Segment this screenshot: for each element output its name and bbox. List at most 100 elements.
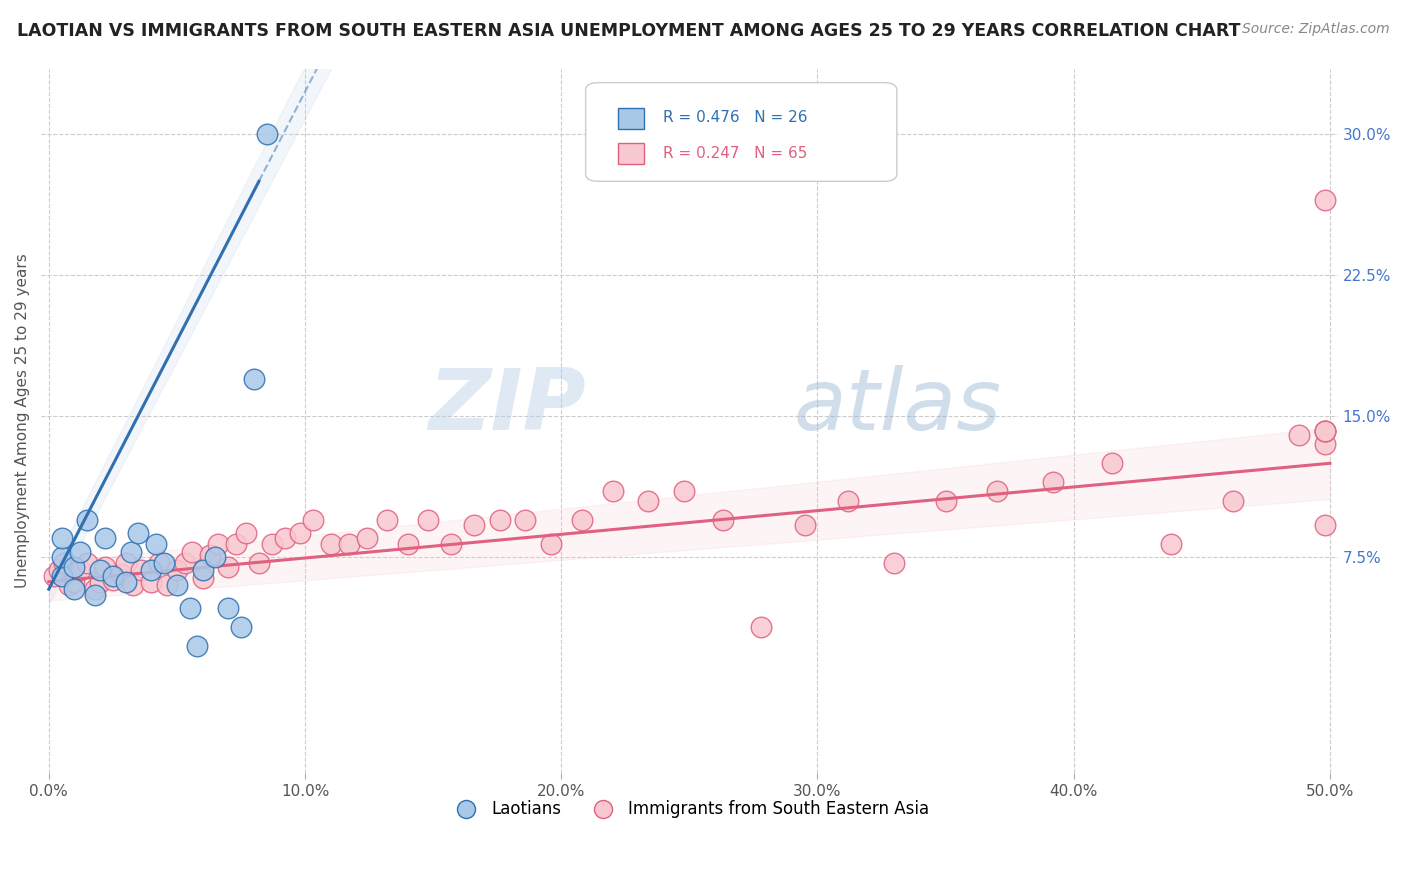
- Point: [186, 639, 208, 653]
- Point: [94, 559, 117, 574]
- Point: [69, 563, 91, 577]
- Point: [122, 578, 145, 592]
- Point: [637, 494, 659, 508]
- Point: [42, 569, 65, 583]
- FancyBboxPatch shape: [586, 83, 897, 181]
- Point: [94, 532, 117, 546]
- Point: [1313, 437, 1336, 451]
- Point: [602, 484, 624, 499]
- Point: [141, 574, 163, 589]
- Point: [793, 518, 815, 533]
- Point: [129, 563, 152, 577]
- Point: [120, 544, 142, 558]
- Point: [1042, 475, 1064, 489]
- Point: [153, 556, 176, 570]
- Point: [375, 513, 398, 527]
- Point: [288, 525, 311, 540]
- Point: [225, 537, 247, 551]
- Point: [1313, 518, 1336, 533]
- Point: [319, 537, 342, 551]
- Point: [101, 569, 124, 583]
- Point: [89, 563, 111, 577]
- Point: [986, 484, 1008, 499]
- Text: R = 0.247   N = 65: R = 0.247 N = 65: [664, 145, 808, 161]
- Bar: [619, 108, 644, 129]
- Text: Source: ZipAtlas.com: Source: ZipAtlas.com: [1241, 22, 1389, 37]
- Text: ZIP: ZIP: [427, 366, 586, 449]
- Point: [273, 532, 295, 546]
- Point: [53, 556, 76, 570]
- Point: [89, 574, 111, 589]
- Point: [48, 563, 70, 577]
- Point: [127, 525, 149, 540]
- Point: [1313, 425, 1336, 439]
- Point: [463, 518, 485, 533]
- Point: [179, 601, 201, 615]
- Point: [58, 578, 80, 592]
- Point: [711, 513, 734, 527]
- Point: [356, 532, 378, 546]
- Point: [63, 582, 86, 597]
- Text: LAOTIAN VS IMMIGRANTS FROM SOUTH EASTERN ASIA UNEMPLOYMENT AMONG AGES 25 TO 29 Y: LAOTIAN VS IMMIGRANTS FROM SOUTH EASTERN…: [17, 22, 1240, 40]
- Point: [191, 571, 214, 585]
- Text: atlas: atlas: [793, 366, 1001, 449]
- Point: [69, 544, 91, 558]
- Legend: Laotians, Immigrants from South Eastern Asia: Laotians, Immigrants from South Eastern …: [443, 794, 936, 825]
- Point: [51, 532, 73, 546]
- Point: [173, 556, 195, 570]
- Point: [1313, 425, 1336, 439]
- Point: [181, 544, 204, 558]
- Point: [260, 537, 283, 551]
- Point: [540, 537, 562, 551]
- Point: [145, 537, 167, 551]
- Point: [84, 588, 107, 602]
- Point: [749, 620, 772, 634]
- Point: [166, 563, 188, 577]
- Point: [571, 513, 593, 527]
- Point: [76, 556, 98, 570]
- Point: [488, 513, 510, 527]
- Point: [114, 556, 136, 570]
- Point: [337, 537, 360, 551]
- Point: [141, 563, 163, 577]
- Point: [396, 537, 419, 551]
- Point: [217, 559, 239, 574]
- Point: [204, 550, 226, 565]
- Point: [63, 574, 86, 589]
- Point: [515, 513, 537, 527]
- Point: [935, 494, 957, 508]
- Point: [1313, 193, 1336, 207]
- Text: R = 0.476   N = 26: R = 0.476 N = 26: [664, 111, 808, 126]
- Point: [191, 563, 214, 577]
- Point: [256, 128, 278, 142]
- Point: [242, 372, 264, 386]
- Point: [114, 574, 136, 589]
- Point: [301, 513, 323, 527]
- Point: [207, 537, 229, 551]
- Point: [673, 484, 696, 499]
- Point: [247, 556, 270, 570]
- Point: [110, 567, 132, 582]
- Point: [1288, 428, 1310, 442]
- Bar: [619, 144, 644, 164]
- Point: [235, 525, 257, 540]
- Point: [51, 569, 73, 583]
- Point: [84, 582, 107, 597]
- Point: [229, 620, 252, 634]
- Y-axis label: Unemployment Among Ages 25 to 29 years: Unemployment Among Ages 25 to 29 years: [15, 253, 30, 589]
- Point: [76, 513, 98, 527]
- Point: [101, 573, 124, 587]
- Point: [63, 559, 86, 574]
- Point: [166, 578, 188, 592]
- Point: [1101, 456, 1123, 470]
- Point: [416, 513, 439, 527]
- Point: [837, 494, 859, 508]
- Point: [1160, 537, 1182, 551]
- Point: [156, 578, 179, 592]
- Point: [217, 601, 239, 615]
- Point: [51, 550, 73, 565]
- Point: [200, 549, 222, 563]
- Point: [1313, 425, 1336, 439]
- Point: [883, 556, 905, 570]
- Point: [148, 556, 170, 570]
